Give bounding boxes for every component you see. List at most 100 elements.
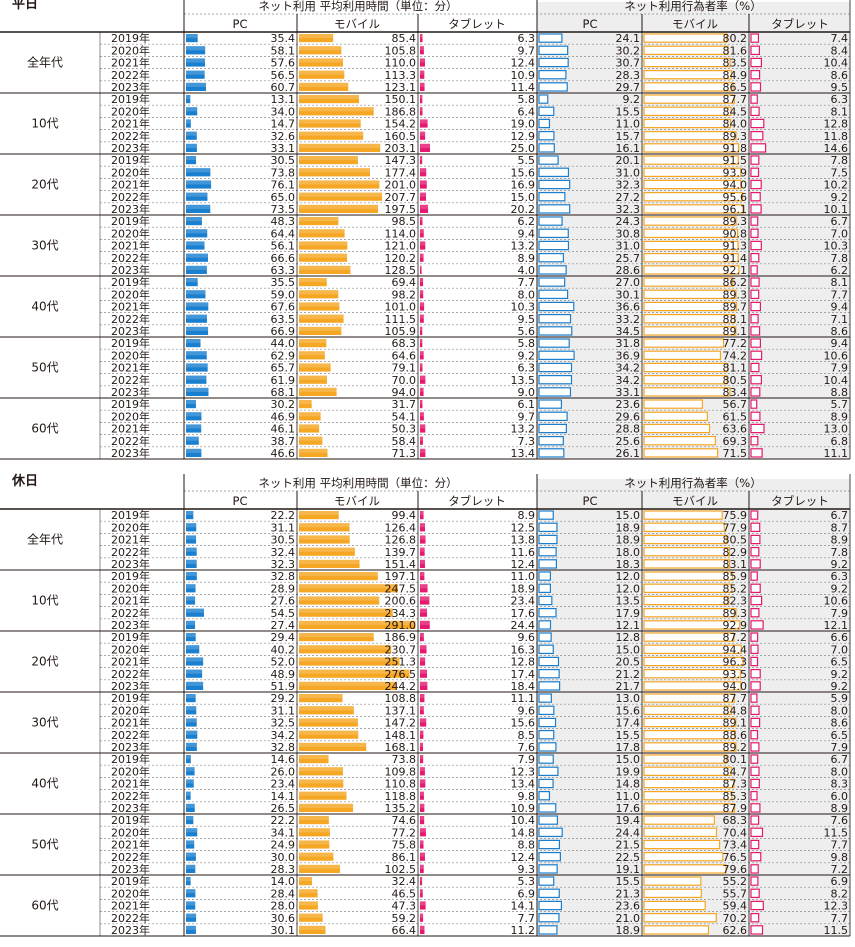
value-label-rate_mobile: 84.8: [723, 704, 748, 717]
bar-time_pc: [186, 34, 198, 43]
value-label-rate_tablet: 8.1: [831, 276, 849, 289]
bar-highlight: [186, 34, 198, 39]
bar-rate_pc: [538, 167, 570, 177]
value-label-time_pc: 65.0: [271, 191, 296, 204]
value-label-time_pc: 28.4: [271, 887, 296, 900]
bar-highlight: [420, 107, 423, 112]
bar-highlight: [420, 791, 424, 796]
bar-rate_pc: [538, 742, 557, 752]
value-label-rate_mobile: 84.7: [723, 765, 748, 778]
value-label-time_mobile: 291.0: [385, 619, 417, 632]
value-label-time_tablet: 19.0: [511, 118, 536, 131]
value-label-time_tablet: 6.3: [518, 32, 536, 45]
value-label-time_tablet: 13.5: [511, 374, 536, 387]
bar-rate_mobile: [643, 571, 734, 581]
bar-time_tablet: [420, 363, 423, 372]
value-label-time_mobile: 120.2: [385, 252, 417, 265]
bar-highlight: [299, 608, 393, 613]
value-label-rate_pc: 18.0: [616, 546, 641, 559]
bar-highlight: [420, 119, 428, 124]
bar-time_tablet: [420, 192, 426, 201]
bar-highlight: [186, 95, 191, 100]
bar-rate_pc: [538, 350, 575, 361]
bar-time_pc: [186, 70, 205, 79]
value-label-rate_pc: 29.7: [616, 81, 641, 94]
value-label-rate_pc: 20.5: [616, 656, 641, 669]
bar-highlight: [420, 82, 425, 87]
bar-highlight: [420, 852, 425, 857]
value-label-time_pc: 32.3: [271, 558, 296, 571]
bar-time_pc: [186, 217, 202, 226]
bar-time_tablet: [420, 412, 424, 421]
bar-rate_tablet: [750, 790, 758, 801]
bar-time_pc: [186, 302, 209, 311]
value-label-time_pc: 61.9: [271, 374, 296, 387]
year-label: 2021年: [111, 178, 150, 192]
year-label: 2022年: [111, 373, 150, 387]
value-label-rate_pc: 33.1: [616, 386, 641, 399]
value-label-time_tablet: 25.0: [511, 142, 536, 155]
value-label-rate_mobile: 89.1: [723, 325, 748, 338]
bar-time_tablet: [420, 217, 423, 226]
value-label-time_mobile: 46.5: [392, 887, 417, 900]
bar-rate_mobile: [643, 436, 716, 446]
group-label: 10代: [31, 594, 58, 608]
year-label: 2023年: [111, 923, 150, 937]
value-label-time_tablet: 6.2: [518, 215, 536, 228]
value-label-time_tablet: 13.4: [511, 778, 536, 791]
value-label-time_pc: 56.5: [271, 69, 296, 82]
value-label-rate_tablet: 8.4: [831, 44, 849, 57]
value-label-rate_tablet: 7.7: [831, 288, 849, 301]
bar-time_mobile: [299, 424, 320, 433]
bar-rate_pc: [538, 204, 571, 214]
value-label-rate_pc: 12.1: [616, 619, 641, 632]
bar-rate_mobile: [643, 338, 725, 348]
bar-rate_mobile: [643, 559, 731, 569]
bar-highlight: [299, 314, 344, 319]
bar-rate_tablet: [750, 301, 761, 312]
value-label-rate_pc: 15.0: [616, 753, 641, 766]
value-label-time_mobile: 79.1: [392, 362, 417, 375]
year-label: 2021年: [111, 239, 150, 253]
bar-rate_pc: [538, 522, 558, 533]
value-label-time_pc: 51.9: [271, 680, 296, 693]
bar-highlight: [186, 779, 194, 784]
bar-highlight: [420, 363, 423, 368]
bar-highlight: [186, 278, 198, 283]
bar-rate_pc: [538, 693, 552, 703]
bar-highlight: [186, 46, 206, 51]
value-label-rate_mobile: 61.5: [723, 410, 748, 423]
year-label: 2020年: [111, 165, 150, 179]
value-label-rate_pc: 14.8: [616, 778, 641, 791]
bar-time_mobile: [299, 119, 361, 128]
bar-highlight: [299, 877, 312, 882]
year-label: 2020年: [111, 287, 150, 301]
value-label-rate_pc: 15.5: [616, 105, 641, 118]
bar-rate_pc: [538, 411, 568, 422]
value-label-rate_pc: 30.7: [616, 57, 641, 70]
value-label-rate_tablet: 11.1: [824, 447, 849, 460]
value-label-rate_tablet: 6.9: [831, 875, 849, 888]
bar-highlight: [299, 889, 318, 894]
bar-rate_tablet: [750, 192, 761, 202]
value-label-rate_tablet: 10.4: [824, 57, 849, 70]
bar-rate_pc: [538, 754, 554, 764]
bar-time_tablet: [420, 755, 424, 764]
value-label-time_tablet: 5.8: [518, 337, 536, 350]
value-label-rate_tablet: 10.2: [824, 179, 849, 192]
bar-time_tablet: [420, 864, 424, 873]
value-label-time_mobile: 207.7: [385, 191, 417, 204]
value-label-time_pc: 14.0: [271, 875, 296, 888]
year-label: 2020年: [111, 104, 150, 118]
value-label-rate_tablet: 7.9: [831, 607, 849, 620]
value-label-rate_tablet: 6.6: [831, 631, 849, 644]
group-label: 50代: [31, 838, 58, 852]
bar-rate_pc: [538, 362, 573, 373]
value-label-rate_pc: 28.8: [616, 423, 641, 436]
bar-time_pc: [186, 901, 196, 910]
bar-rate_tablet: [750, 742, 760, 752]
value-label-rate_mobile: 55.7: [723, 887, 748, 900]
bar-time_pc: [186, 828, 198, 837]
year-label: 2022年: [111, 911, 150, 925]
bar-time_tablet: [420, 584, 428, 593]
